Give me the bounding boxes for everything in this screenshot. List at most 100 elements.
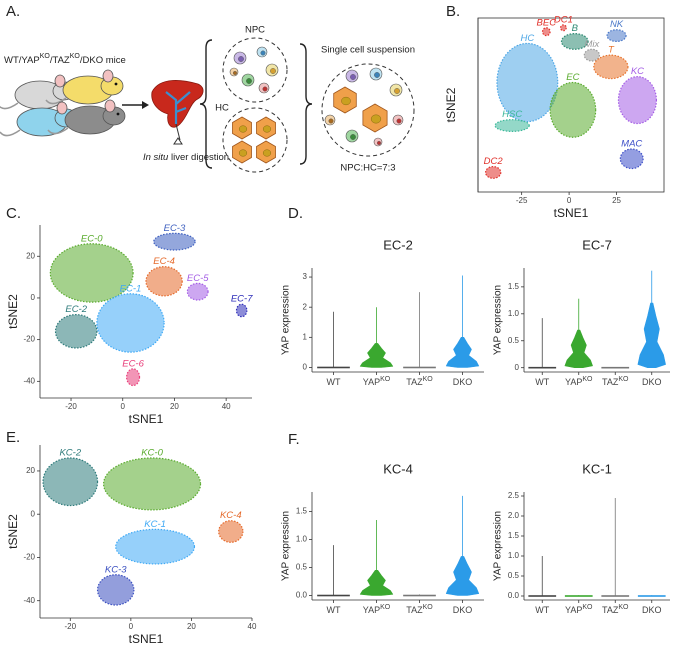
nucleus [260, 50, 266, 56]
category: DKO [642, 377, 662, 387]
superscript: KO [70, 53, 81, 60]
nucleus [328, 118, 334, 124]
y-tick-label: -40 [23, 596, 35, 605]
cluster-label: EC-4 [153, 256, 175, 267]
hepatocyte-nucleus [370, 114, 382, 124]
chart-title: EC-7 [582, 237, 612, 252]
cluster [617, 76, 658, 125]
cluster [559, 24, 567, 32]
violin-body [403, 366, 436, 369]
hepatocyte-nucleus [238, 149, 248, 157]
panel-label: B. [446, 3, 460, 20]
violin-body [528, 366, 557, 369]
cluster [42, 457, 99, 507]
category-superscript: KO [423, 604, 434, 611]
violin-body [359, 570, 394, 596]
x-tick-label: 20 [187, 622, 196, 631]
x-tick-label: YAPKO [363, 376, 391, 388]
mouse-ear [56, 101, 68, 115]
dashed-circle [222, 37, 288, 103]
cluster-label: KC-3 [105, 564, 127, 575]
label-part: liver digestion [168, 152, 229, 163]
hc-label: HC [215, 103, 229, 114]
category-superscript: KO [582, 376, 593, 383]
label-part: /TAZ [50, 55, 70, 66]
y-axis-label: tSNE2 [444, 87, 458, 122]
nucleus [270, 68, 276, 74]
y-tick-label: 0 [31, 293, 36, 302]
violin-body [601, 595, 630, 597]
category: DKO [453, 605, 473, 615]
ratio-label: NPC:HC=7:3 [340, 163, 395, 174]
cluster [96, 293, 165, 353]
x-tick-label: YAPKO [565, 604, 593, 616]
category: TAZ [406, 605, 423, 615]
npc-label: NPC [245, 25, 265, 36]
category: TAZ [406, 377, 423, 387]
cluster-label: EC-7 [231, 294, 253, 305]
category: TAZ [602, 605, 619, 615]
hepatocyte-nucleus [262, 149, 272, 157]
y-axis-label: YAP expression [281, 511, 292, 581]
panel-label: F. [288, 431, 300, 448]
x-tick-label: WT [535, 605, 549, 615]
nucleus [262, 86, 268, 92]
violin-body [564, 329, 593, 368]
category: WT [535, 377, 549, 387]
y-tick-label: 20 [26, 466, 35, 475]
cluster [126, 368, 141, 387]
x-tick-label: 25 [612, 196, 621, 205]
cluster-label: B [572, 23, 579, 34]
cluster-label: KC-1 [144, 519, 166, 530]
x-tick-label: DKO [453, 377, 473, 387]
cluster [145, 266, 183, 297]
y-axis-label: YAP expression [281, 285, 292, 355]
y-tick-label: 0 [31, 509, 36, 518]
cluster-label: EC [566, 72, 579, 83]
nucleus [232, 70, 237, 75]
schematic: WT/YAPKO/TAZKO/DKO mice In situ liver di… [0, 25, 415, 174]
cluster-label: KC-0 [141, 447, 163, 458]
category: WT [535, 605, 549, 615]
arrow-head [142, 101, 149, 109]
mouse-tail [45, 97, 67, 105]
mouse-eye [114, 82, 118, 86]
x-tick-label: 40 [222, 402, 231, 411]
x-tick-label: YAPKO [565, 376, 593, 388]
cluster [115, 528, 196, 565]
x-tick-label: TAZKO [602, 376, 629, 388]
category: DKO [453, 377, 473, 387]
mouse-label: WT/YAPKO/TAZKO/DKO mice [4, 53, 126, 66]
y-tick-label: -40 [23, 376, 35, 385]
x-tick-label: TAZKO [406, 604, 433, 616]
vessel [165, 91, 191, 124]
x-tick-label: DKO [453, 605, 473, 615]
y-tick-label: 0.5 [296, 563, 308, 572]
y-axis-label: YAP expression [493, 285, 504, 355]
chart-title: EC-2 [383, 237, 413, 252]
y-tick-label: 2.0 [508, 511, 520, 520]
y-tick-label: 3 [303, 272, 308, 281]
panel-label: C. [6, 205, 21, 222]
hepatocyte-nucleus [238, 125, 248, 133]
mouse-eye [116, 112, 120, 116]
dashed-circle [222, 107, 288, 173]
label-part: /DKO mice [80, 55, 126, 66]
violin-body [528, 595, 557, 597]
panel-label: D. [288, 205, 303, 222]
x-tick-label: 0 [121, 402, 126, 411]
cluster-label: MAC [621, 139, 642, 150]
brace [299, 43, 313, 165]
y-tick-label: 0 [303, 363, 308, 372]
cluster-label: KC [631, 66, 644, 77]
violin-body [359, 343, 394, 368]
violin-body [445, 337, 480, 368]
x-axis-label: tSNE1 [554, 206, 589, 220]
cluster-label: BEC [537, 17, 557, 28]
category: YAP [565, 605, 582, 615]
category: YAP [565, 377, 582, 387]
cluster [583, 48, 601, 62]
cluster-label: EC-2 [65, 304, 87, 315]
category-superscript: KO [582, 604, 593, 611]
